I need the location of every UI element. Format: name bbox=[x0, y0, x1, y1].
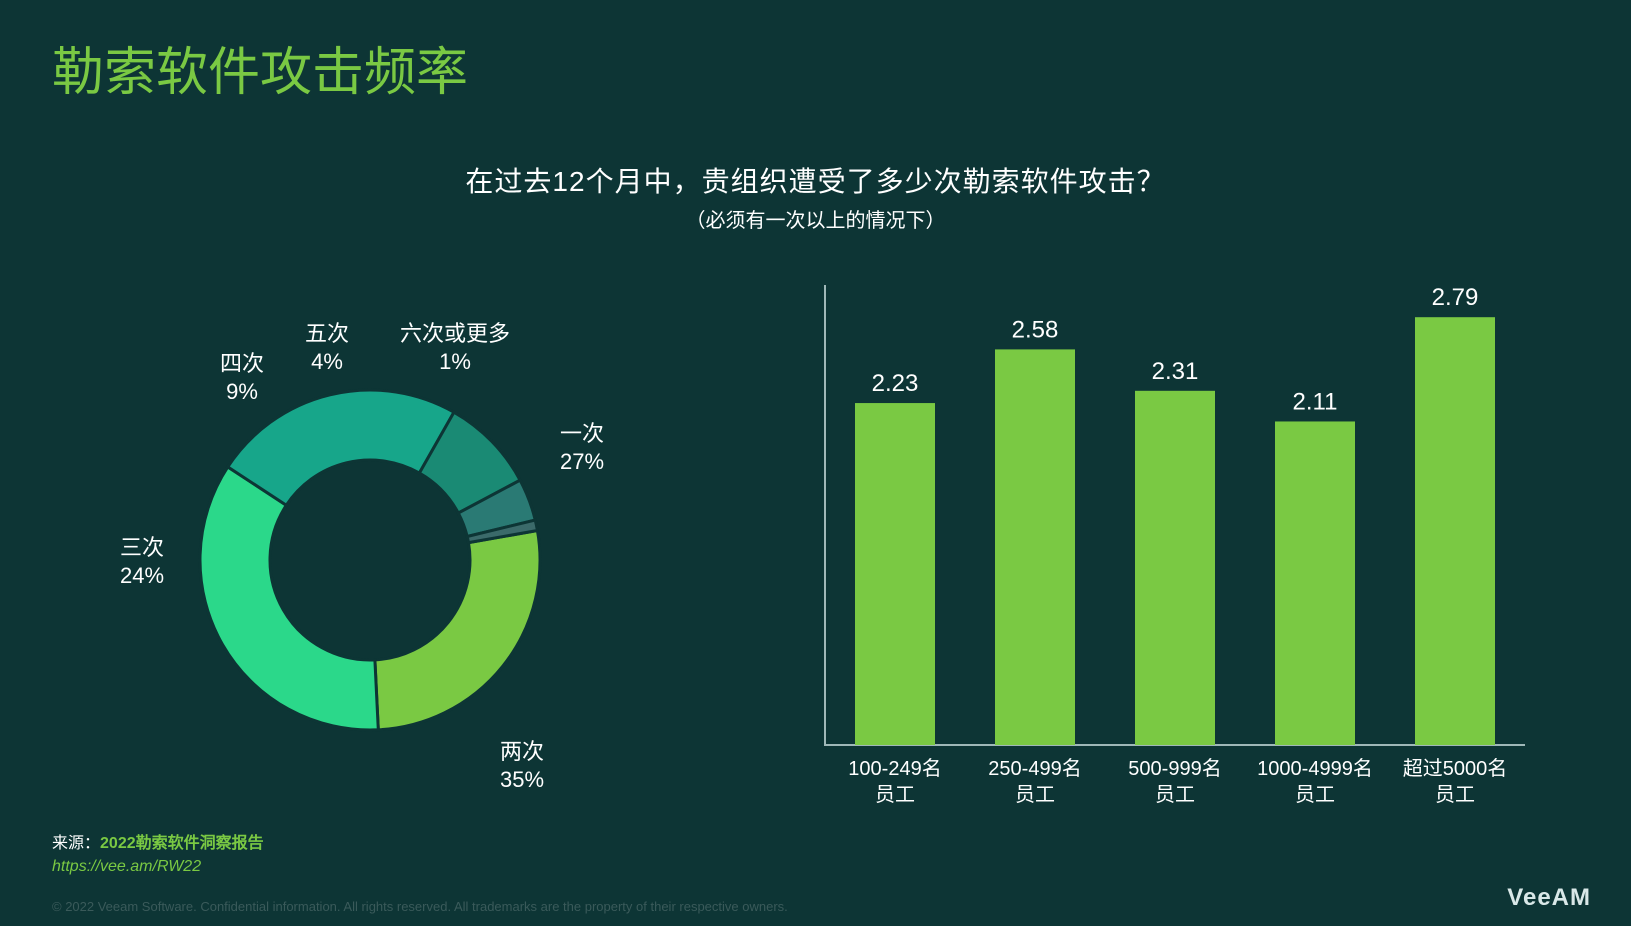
source-line1: 来源：2022勒索软件洞察报告 bbox=[52, 833, 264, 855]
bar-category-label: 员工 bbox=[1015, 784, 1055, 806]
brand-logo: VeeAM bbox=[1507, 884, 1591, 912]
bar bbox=[1135, 391, 1215, 745]
copyright: © 2022 Veeam Software. Confidential info… bbox=[52, 899, 788, 914]
bar-category-label: 100-249名 bbox=[848, 757, 941, 780]
question-block: 在过去12个月中，贵组织遭受了多少次勒索软件攻击？ （必须有一次以上的情况下） bbox=[0, 160, 1631, 233]
question-sub: （必须有一次以上的情况下） bbox=[0, 204, 1631, 233]
donut-slice bbox=[200, 467, 378, 730]
bar bbox=[1275, 421, 1355, 745]
bar-category-label: 员工 bbox=[1295, 784, 1335, 806]
bar-category-label: 员工 bbox=[875, 784, 915, 806]
donut-slice-label: 四次9% bbox=[220, 350, 264, 405]
source-report: 2022勒索软件洞察报告 bbox=[100, 835, 264, 852]
donut-slice-label: 六次或更多1% bbox=[400, 320, 510, 375]
donut-slice-label: 五次4% bbox=[305, 320, 349, 375]
bar-value-label: 2.11 bbox=[1293, 388, 1338, 415]
donut-slice-label: 一次27% bbox=[560, 420, 604, 475]
bar-category-label: 500-999名 bbox=[1128, 757, 1221, 780]
bar-category-label: 1000-4999名 bbox=[1257, 757, 1373, 780]
bar-value-label: 2.79 bbox=[1432, 284, 1479, 311]
donut-slice bbox=[228, 390, 454, 505]
bar bbox=[855, 403, 935, 745]
slide-title: 勒索软件攻击频率 bbox=[52, 30, 468, 105]
donut-chart: 一次27% 两次35% 三次24% 四次9% 五次4% 六次或更多1% bbox=[120, 300, 680, 820]
bar-category-label: 员工 bbox=[1435, 784, 1475, 806]
donut-slice-label: 两次35% bbox=[500, 738, 544, 793]
donut-svg bbox=[120, 300, 680, 820]
donut-slice bbox=[375, 530, 540, 729]
bar-chart: 2.23100-249名员工2.58250-499名员工2.31500-999名… bbox=[795, 255, 1545, 815]
source-prefix: 来源： bbox=[52, 835, 100, 852]
bar-category-label: 250-499名 bbox=[988, 757, 1081, 780]
bar-category-label: 超过5000名 bbox=[1403, 757, 1508, 780]
source-block: 来源：2022勒索软件洞察报告 https://vee.am/RW22 bbox=[52, 833, 264, 878]
bar-svg: 2.23100-249名员工2.58250-499名员工2.31500-999名… bbox=[795, 255, 1545, 815]
question-main: 在过去12个月中，贵组织遭受了多少次勒索软件攻击？ bbox=[0, 160, 1631, 200]
bar-value-label: 2.58 bbox=[1012, 316, 1059, 343]
bar-value-label: 2.23 bbox=[872, 370, 919, 397]
bar bbox=[1415, 317, 1495, 745]
bar-category-label: 员工 bbox=[1155, 784, 1195, 806]
bar-value-label: 2.31 bbox=[1152, 358, 1199, 385]
bar bbox=[995, 349, 1075, 745]
source-url: https://vee.am/RW22 bbox=[52, 856, 264, 878]
donut-slice-label: 三次24% bbox=[120, 534, 164, 589]
